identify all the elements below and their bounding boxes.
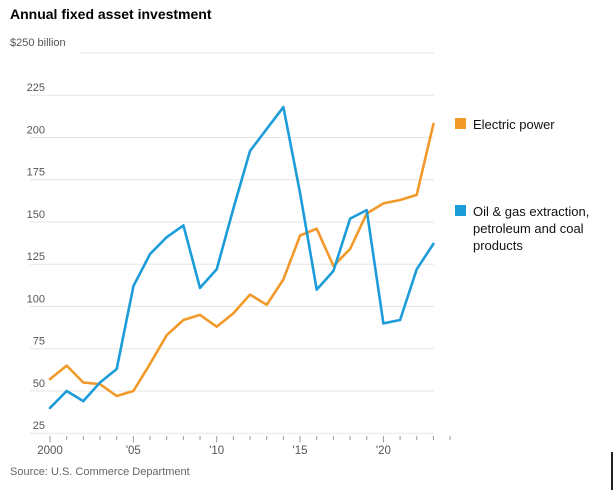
x-tick-label-2010: '10	[209, 445, 224, 457]
y-tick-label-100: 100	[27, 293, 45, 305]
series-line-electric-power	[48, 122, 435, 398]
x-axis-labels: 2000 '05 '10 '15 '20	[37, 445, 391, 457]
oil-gas-swatch-icon	[455, 205, 466, 216]
window-edge-artifact	[611, 452, 613, 490]
x-tick-label-2000: 2000	[37, 445, 63, 457]
legend-label-oil-gas: Oil & gas extraction, petroleum and coal…	[473, 204, 590, 253]
y-tick-label-175: 175	[27, 167, 45, 179]
y-axis-unit-label: $250 billion	[10, 37, 66, 49]
y-tick-label-50: 50	[33, 378, 45, 390]
x-tick-label-2005: '05	[126, 445, 141, 457]
y-tick-label-200: 200	[27, 124, 45, 136]
y-axis-labels: 25 50 75 100 125 150 175 200 225	[27, 82, 45, 432]
y-tick-label-150: 150	[27, 209, 45, 221]
x-tick-label-2015: '15	[293, 445, 308, 457]
x-tick-label-2020: '20	[376, 445, 391, 457]
legend-item-electric-power: Electric power	[455, 116, 608, 133]
y-tick-label-25: 25	[33, 420, 45, 432]
x-axis-ticks	[49, 436, 451, 443]
y-tick-label-75: 75	[33, 336, 45, 348]
source-note: Source: U.S. Commerce Department	[10, 466, 190, 478]
chart-title: Annual fixed asset investment	[10, 6, 212, 22]
legend-item-oil-gas: Oil & gas extraction, petroleum and coal…	[455, 203, 608, 254]
y-tick-label-125: 125	[27, 251, 45, 263]
series-lines	[48, 105, 435, 410]
legend-label-electric-power: Electric power	[473, 117, 555, 132]
y-tick-label-225: 225	[27, 82, 45, 94]
electric-power-swatch-icon	[455, 118, 466, 129]
series-line-oil-gas	[48, 105, 435, 410]
y-gridlines	[30, 52, 434, 434]
